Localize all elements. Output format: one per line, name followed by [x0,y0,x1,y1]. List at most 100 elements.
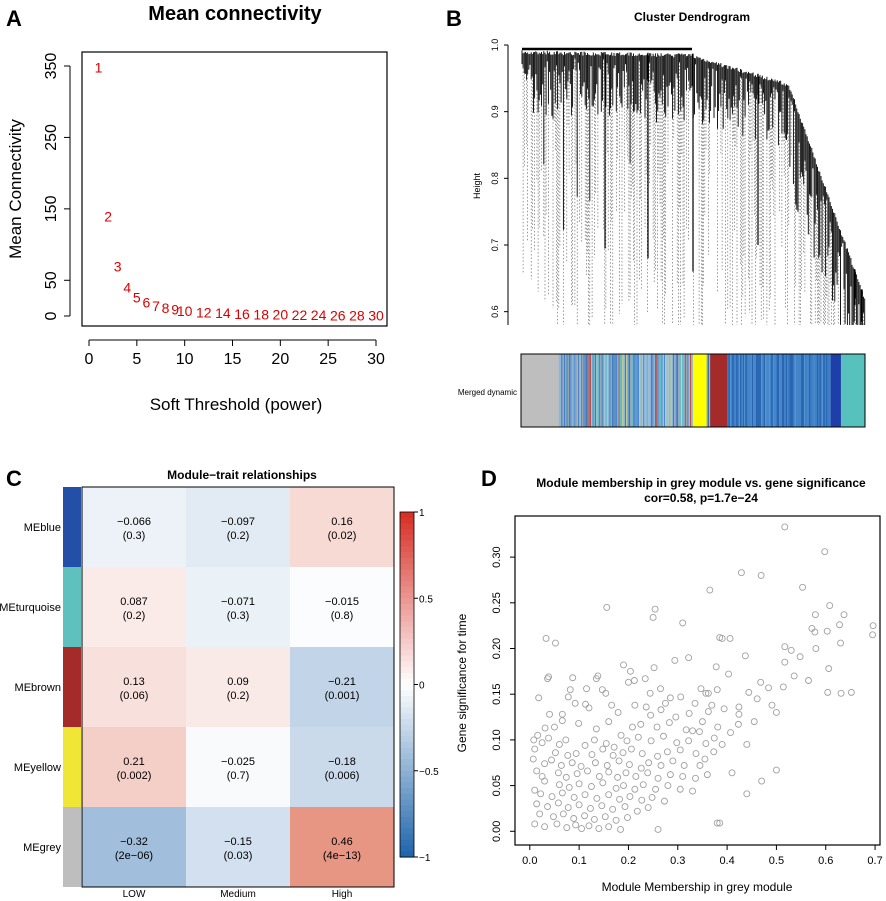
scatter-point [704,689,712,697]
color-scale-step [400,845,414,852]
scatter-point [575,720,583,727]
scatter-point [805,677,812,684]
d-x-tick-label: 0.0 [522,855,537,867]
scatter-point [620,782,627,790]
panel-d-module-membership-scatter: Module membership in grey module vs. gen… [455,476,883,894]
a-data-label-power-3: 3 [114,259,122,275]
color-scale-tick-label: −0.5 [419,767,439,778]
heatmap-cell-pvalue: (0.2) [227,530,250,542]
scatter-point [644,769,652,777]
color-scale-step [400,793,414,801]
color-bar-stripe [566,354,568,427]
scatter-point [812,645,820,652]
color-scale-step [400,667,414,674]
scatter-point [535,694,543,702]
color-bar-stripe [600,354,602,427]
scatter-point [757,571,765,579]
scatter-point [796,653,804,661]
color-bar-stripe [631,354,633,427]
heatmap-cell-pvalue: (0.2) [227,690,250,702]
color-bar-stripe [753,354,755,427]
color-bar-stripe [802,354,804,427]
heatmap-cell-value: 0.21 [123,756,144,768]
color-scale-step [400,523,414,530]
color-bar-stripe [787,354,788,427]
color-scale-step [400,707,414,714]
scatter-point [603,762,611,769]
color-bar-stripe [797,354,799,427]
color-bar-stripe [788,354,790,427]
color-bar-stripe [709,354,711,427]
color-scale-step [400,563,414,571]
color-bar-stripe [813,354,814,427]
scatter-point [585,704,593,712]
scatter-point [631,785,639,793]
b-y-tick-label: 0.6 [490,305,500,318]
scatter-point [602,740,610,748]
color-bar-stripe [779,354,781,427]
scatter-point [825,665,833,673]
scatter-point [592,725,600,733]
scatter-point [578,825,586,832]
scatter-point [696,728,703,736]
color-bar-stripe [736,354,738,427]
color-scale-tick-label: 1 [419,508,425,519]
color-bar-stripe [593,354,595,427]
scatter-point [559,810,567,818]
scatter-point [573,770,581,778]
color-bar-stripe [822,354,824,427]
color-scale-step [400,811,414,818]
heatmap-cell-value: −0.32 [120,836,148,848]
scatter-point [598,802,606,810]
scatter-point [531,745,539,753]
d-y-tick-label: 0.25 [491,592,503,613]
heatmap-cell-pvalue: (2e−06) [115,850,153,862]
color-bar-stripe [762,354,764,427]
color-bar-stripe [677,354,678,427]
scatter-point [617,826,625,833]
scatter-point [632,773,640,780]
scatter-point [697,685,705,693]
a-data-label-power-30: 30 [368,307,384,323]
color-bar-stripe [769,354,770,427]
color-bar-stripe [818,354,820,427]
scatter-point [564,693,572,701]
color-bar-stripe [606,354,608,427]
color-bar-stripe [730,354,731,427]
color-bar-stripe [621,354,623,427]
scatter-point [637,720,645,728]
a-data-label-power-1: 1 [95,59,103,75]
scatter-point [787,646,795,654]
color-bar-stripe [727,354,729,427]
dendrogram-tree [521,47,866,325]
a-data-label-power-7: 7 [152,298,160,314]
color-bar-stripe [756,354,757,427]
d-y-tick-label: 0.20 [491,638,503,659]
scatter-point [557,762,565,769]
color-bar-stripe [683,354,685,427]
color-bar-stripe [789,354,791,427]
color-bar-segment-blue [830,354,842,427]
color-scale-tick-label: 0.5 [419,594,433,605]
color-bar-stripe [567,354,569,427]
panel-d-subtitle: cor=0.58, p=1.7e−24 [644,491,758,505]
scatter-point [821,548,829,556]
color-scale-step [400,851,414,858]
heatmap-cell [82,807,186,887]
module-color-block-MEbrown [63,647,81,727]
color-bar-stripe [798,354,800,427]
scatter-point [544,675,552,683]
heatmap-cell [186,807,290,887]
scatter-point [594,672,602,680]
panel-d-plot-frame [514,515,881,846]
color-bar-stripe [660,354,662,427]
scatter-point [713,686,721,694]
scatter-point [625,761,633,769]
color-scale-step [400,581,414,588]
color-bar-stripe [664,354,665,427]
a-y-tick-label: 150 [43,195,60,222]
scatter-point [772,766,780,774]
color-bar-stripe [688,354,690,427]
color-bar-stripe [630,354,632,427]
color-scale-step [400,517,414,525]
